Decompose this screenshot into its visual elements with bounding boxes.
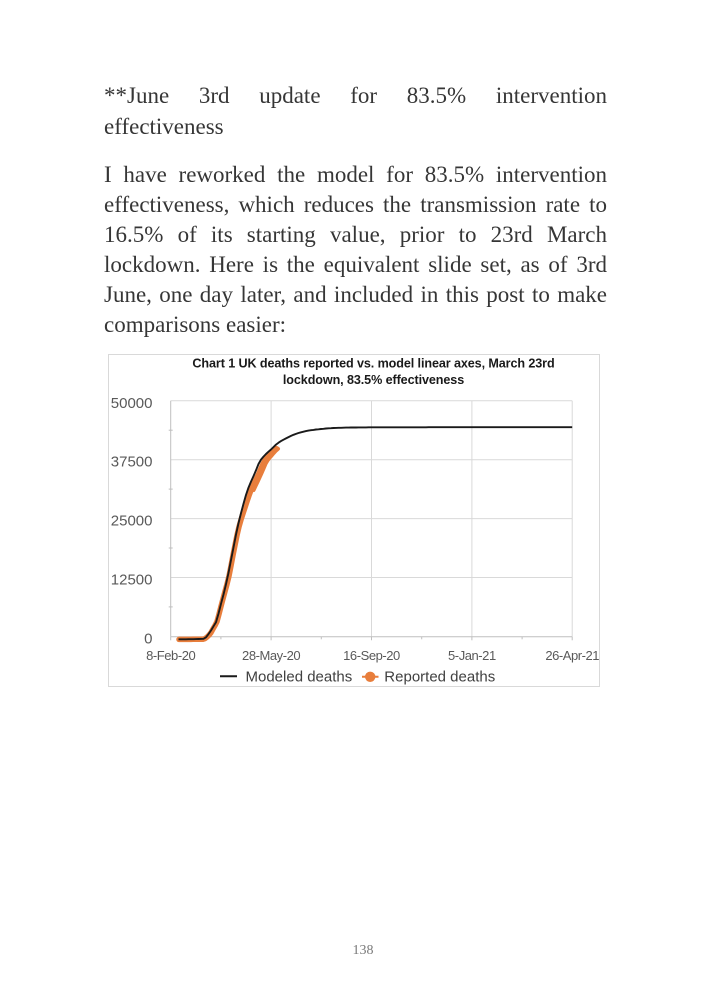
svg-text:37500: 37500 xyxy=(111,454,153,471)
svg-text:28-May-20: 28-May-20 xyxy=(242,648,300,663)
svg-text:Reported deaths: Reported deaths xyxy=(384,668,495,685)
svg-text:8-Feb-20: 8-Feb-20 xyxy=(146,648,195,663)
svg-text:25000: 25000 xyxy=(111,513,153,530)
svg-text:12500: 12500 xyxy=(111,572,153,589)
svg-text:16-Sep-20: 16-Sep-20 xyxy=(343,648,400,663)
svg-text:26-Apr-21: 26-Apr-21 xyxy=(545,648,599,663)
svg-text:lockdown, 83.5% effectiveness: lockdown, 83.5% effectiveness xyxy=(283,373,464,387)
svg-text:50000: 50000 xyxy=(111,395,153,412)
svg-text:Modeled deaths: Modeled deaths xyxy=(246,668,353,685)
svg-text:5-Jan-21: 5-Jan-21 xyxy=(448,648,496,663)
svg-text:Chart 1 UK deaths reported vs.: Chart 1 UK deaths reported vs. model lin… xyxy=(192,357,554,371)
svg-text:0: 0 xyxy=(144,630,152,647)
